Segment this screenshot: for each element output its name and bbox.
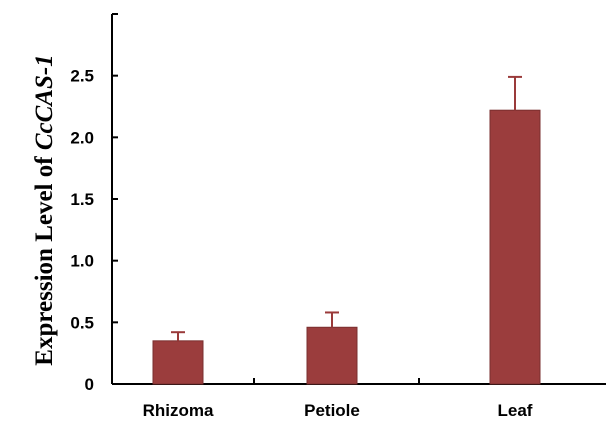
y-tick-label: 1.0 xyxy=(70,252,94,271)
y-tick-label: 1.5 xyxy=(70,190,94,209)
y-ticks: 0 0.5 1.0 1.5 2.0 2.5 xyxy=(70,13,118,394)
x-tick-label: Rhizoma xyxy=(143,401,214,420)
x-tick-label: Petiole xyxy=(304,401,360,420)
bar-rhizoma xyxy=(152,340,204,385)
bars xyxy=(152,109,541,385)
bar-leaf xyxy=(489,109,541,385)
y-tick-label: 2.5 xyxy=(70,67,94,86)
y-tick-label: 2.0 xyxy=(70,128,94,147)
x-tick-label: Leaf xyxy=(498,401,533,420)
bar-petiole xyxy=(306,326,358,385)
y-tick-label: 0.5 xyxy=(70,313,94,332)
y-axis-label-gene: CcCAS-1 xyxy=(31,54,58,150)
x-ticks: Rhizoma Petiole Leaf xyxy=(143,378,533,420)
y-axis-label-text: Expression Level of xyxy=(31,156,58,366)
y-axis-label: Expression Level of CcCAS-1 xyxy=(31,54,58,365)
error-bars xyxy=(171,75,522,341)
svg-text:Expression Level of: Expression Level of CcCAS-1 xyxy=(31,54,58,365)
y-tick-label: 0 xyxy=(85,375,94,394)
